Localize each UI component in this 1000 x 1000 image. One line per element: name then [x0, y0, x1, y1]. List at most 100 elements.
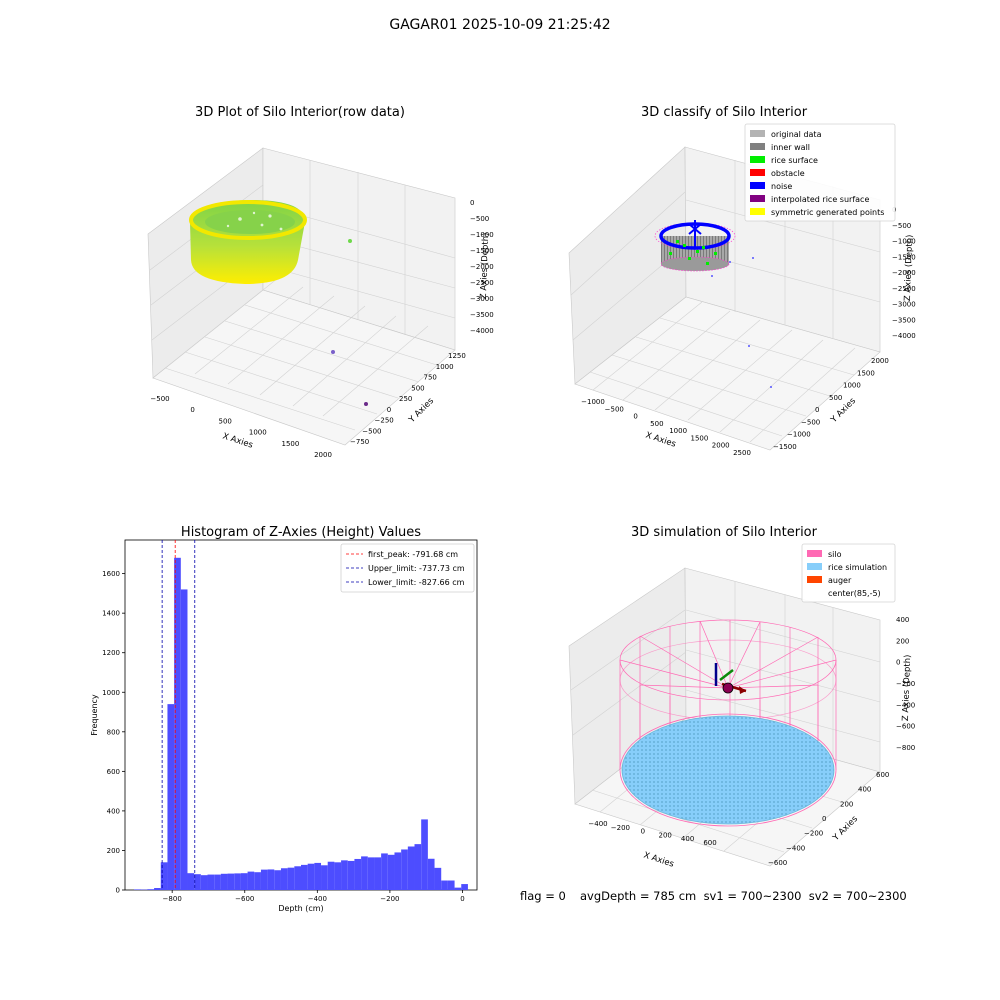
- hist-bar: [401, 849, 408, 890]
- raw-outlier-point: [348, 239, 352, 243]
- classify-legend-label: original data: [771, 130, 822, 139]
- hist-bar: [134, 889, 141, 890]
- hist-y-tick-label: 800: [107, 728, 120, 736]
- sim-y-tick-label: 200: [840, 800, 853, 808]
- raw-interior-speckle: [226, 211, 283, 231]
- hist-bar: [407, 846, 415, 890]
- hist-bar: [394, 852, 402, 890]
- sim-x-tick-label: 400: [681, 835, 694, 843]
- hist-bar: [434, 867, 442, 890]
- hist-legend-frame: [340, 543, 475, 593]
- hist-bar: [414, 844, 422, 890]
- classify-z-tick-label: −500: [892, 222, 911, 230]
- hist-y-tick-label: 600: [107, 768, 120, 776]
- hist-bar: [427, 858, 435, 890]
- raw-x-tick-labels: −500 0 500 1000 1500 2000: [150, 395, 332, 459]
- classify-x-tick-label: 1000: [669, 427, 687, 435]
- hist-bar: [454, 887, 462, 890]
- hist-x-tick-label: 0: [460, 895, 464, 903]
- classify-noise-points: [711, 257, 772, 388]
- hist-bar: [307, 863, 315, 890]
- classify-rice-surface-points: [669, 240, 717, 265]
- hist-bar: [160, 862, 168, 890]
- hist-y-tick-label: 1400: [102, 610, 120, 618]
- hist-y-tick-label: 400: [107, 807, 120, 815]
- sim-z-tick-labels: −800 −600 −400 −200 0 200 400: [896, 616, 915, 752]
- hist-y-tick-label: 1000: [102, 689, 120, 697]
- hist-bar: [167, 704, 175, 890]
- hist-bar: [200, 875, 208, 890]
- classify-legend-label: inner wall: [771, 143, 810, 152]
- hist-bar: [254, 872, 261, 890]
- raw-z-tick-label: −3500: [470, 311, 494, 319]
- raw-z-label: Z Axies (Depth): [479, 232, 491, 299]
- hist-bar: [187, 873, 195, 890]
- classify-legend-label: noise: [771, 182, 792, 191]
- sim-x-label: X Axies: [642, 850, 675, 869]
- raw-y-tick-label: −500: [362, 427, 381, 435]
- classify-pane-floor: [574, 296, 881, 451]
- raw-x-tick-label: 0: [190, 406, 194, 414]
- hist-bar: [367, 857, 375, 890]
- hist-bar: [194, 874, 201, 890]
- sim-z-tick-label: −400: [896, 701, 915, 709]
- classify-z-tick-label: −2500: [892, 285, 916, 293]
- hist-bar: [461, 884, 468, 890]
- classify-y-tick-label: −1500: [773, 443, 797, 451]
- sim-x-tick-label: 600: [703, 839, 716, 847]
- footer-stats: avgDepth = 785 cm sv1 = 700~2300 sv2 = 7…: [580, 889, 907, 903]
- sim-x-tick-label: 0: [641, 828, 645, 836]
- hist-bar: [274, 870, 281, 890]
- sim-legend-frame: [801, 543, 896, 603]
- hist-x-tick-label: −200: [380, 895, 399, 903]
- sim-y-tick-labels: −600 −400 −200 0 200 400 600: [768, 771, 889, 867]
- classify-z-tick-label: −3500: [892, 316, 916, 324]
- hist-title: Histogram of Z-Axies (Height) Values: [181, 525, 421, 540]
- hist-y-tick-label: 1200: [102, 649, 120, 657]
- hist-legend-label: first_peak: -791.68 cm: [368, 550, 458, 559]
- raw-z-tick-label: −2500: [470, 279, 494, 287]
- hist-y-tick-label: 200: [107, 847, 120, 855]
- hist-bar: [334, 862, 342, 890]
- classify-legend-swatch: [750, 208, 765, 215]
- sim-z-tick-label: 0: [896, 659, 900, 667]
- hist-y-ticks: 0 200 400 600 800 1000 1200 1400 1600: [102, 570, 125, 895]
- classify-noise-marker: [688, 220, 702, 248]
- hist-x-tick-label: −600: [235, 895, 254, 903]
- sim-x-tick-label: 200: [659, 831, 672, 839]
- sim-z-label: Z Axies (Depth): [901, 654, 913, 721]
- classify-y-tick-label: −500: [801, 418, 820, 426]
- hist-bar: [294, 866, 301, 890]
- sim-panel: 3D simulation of Silo Interior: [568, 525, 915, 870]
- raw-y-tick-label: 1250: [448, 352, 466, 360]
- hist-y-label: Frequency: [90, 694, 99, 736]
- hist-bar: [280, 868, 288, 890]
- raw-x-tick-label: 1500: [281, 440, 299, 448]
- hist-bar: [287, 867, 295, 890]
- classify-x-tick-label: 500: [650, 420, 663, 428]
- sim-legend-label: center(85,-5): [828, 589, 881, 598]
- classify-y-tick-label: −1000: [787, 431, 811, 439]
- classify-x-tick-label: 0: [633, 413, 637, 421]
- classify-title: 3D classify of Silo Interior: [641, 105, 808, 120]
- sim-z-tick-label: −600: [896, 723, 915, 731]
- classify-x-tick-label: 1500: [691, 434, 709, 442]
- hist-bar: [314, 862, 322, 890]
- sim-z-tick-label: −200: [896, 680, 915, 688]
- raw-z-tick-label: −2000: [470, 263, 494, 271]
- hist-vlines: [161, 540, 196, 890]
- raw-x-tick-label: −500: [150, 395, 169, 403]
- hist-bar: [180, 589, 188, 890]
- raw-outlier-point: [364, 402, 368, 406]
- classify-inner-wall-bottom: [660, 256, 730, 272]
- hist-bar: [381, 853, 388, 890]
- hist-bar: [361, 856, 368, 890]
- classify-legend-swatch: [750, 130, 765, 137]
- hist-bar: [260, 869, 268, 890]
- sim-y-tick-label: 400: [858, 786, 871, 794]
- hist-bar: [321, 865, 328, 890]
- sim-silo-bottom-ring: [619, 713, 837, 827]
- hist-x-tick-label: −400: [308, 895, 327, 903]
